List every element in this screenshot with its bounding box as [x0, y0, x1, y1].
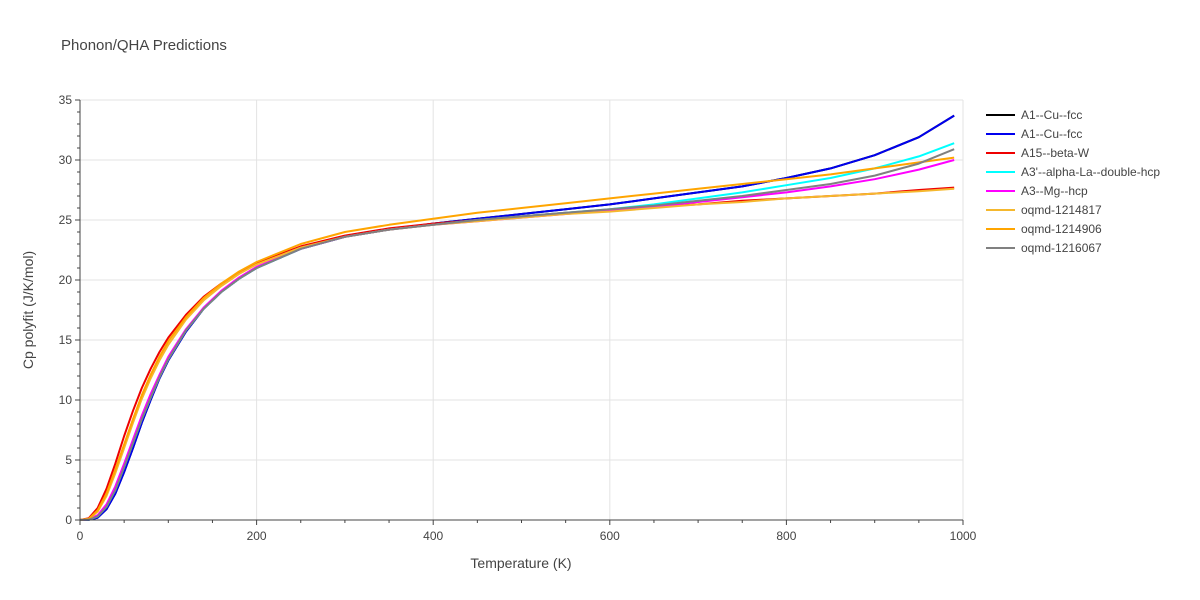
series-line-1	[79, 114, 955, 521]
y-tick-label: 10	[59, 393, 73, 407]
legend-item-6[interactable]: oqmd-1214906	[986, 222, 1102, 236]
chart-title: Phonon/QHA Predictions	[61, 37, 227, 54]
y-tick-label: 30	[59, 153, 73, 167]
series-line-3	[79, 142, 955, 521]
x-tick-label: 1000	[950, 529, 977, 543]
legend-label: A1--Cu--fcc	[1021, 127, 1082, 141]
y-tick-label: 35	[59, 93, 73, 107]
y-tick-label: 0	[65, 513, 72, 527]
y-tick-label: 5	[65, 453, 72, 467]
legend-label: A15--beta-W	[1021, 146, 1090, 160]
series-layer	[79, 114, 955, 521]
legend-label: A3--Mg--hcp	[1021, 184, 1088, 198]
grid	[80, 99, 964, 520]
x-tick-label: 200	[247, 529, 267, 543]
y-tick-label: 25	[59, 213, 73, 227]
legend-item-7[interactable]: oqmd-1216067	[986, 241, 1102, 255]
x-tick-label: 600	[600, 529, 620, 543]
legend[interactable]: A1--Cu--fcc A1--Cu--fcc A15--beta-W A3'--al…	[986, 108, 1160, 255]
legend-label: A1--Cu--fcc	[1021, 108, 1082, 122]
legend-item-2[interactable]: A15--beta-W	[986, 146, 1090, 160]
legend-label: oqmd-1216067	[1021, 241, 1102, 255]
x-tick-label: 800	[776, 529, 796, 543]
series-line-0	[79, 114, 955, 521]
legend-label: A3'--alpha-La--double-hcp	[1021, 165, 1160, 179]
x-tick-label: 400	[423, 529, 443, 543]
legend-label: oqmd-1214906	[1021, 222, 1102, 236]
x-axis-title: Temperature (K)	[470, 555, 571, 571]
axes: 0 200 400 600 800 1000 0 5 10 15 20 25 30 35	[59, 93, 977, 543]
series-line-2	[79, 186, 955, 521]
legend-item-0[interactable]: A1--Cu--fcc	[986, 108, 1082, 122]
y-tick-label: 20	[59, 273, 73, 287]
y-axis-title: Cp polyfit (J/K/mol)	[20, 251, 36, 369]
x-tick-label: 0	[77, 529, 84, 543]
series-line-5	[79, 187, 955, 521]
series-line-7	[79, 148, 955, 521]
legend-item-1[interactable]: A1--Cu--fcc	[986, 127, 1082, 141]
series-line-6	[79, 156, 955, 521]
legend-item-3[interactable]: A3'--alpha-La--double-hcp	[986, 165, 1160, 179]
legend-item-5[interactable]: oqmd-1214817	[986, 203, 1102, 217]
legend-item-4[interactable]: A3--Mg--hcp	[986, 184, 1088, 198]
y-tick-label: 15	[59, 333, 73, 347]
legend-label: oqmd-1214817	[1021, 203, 1102, 217]
